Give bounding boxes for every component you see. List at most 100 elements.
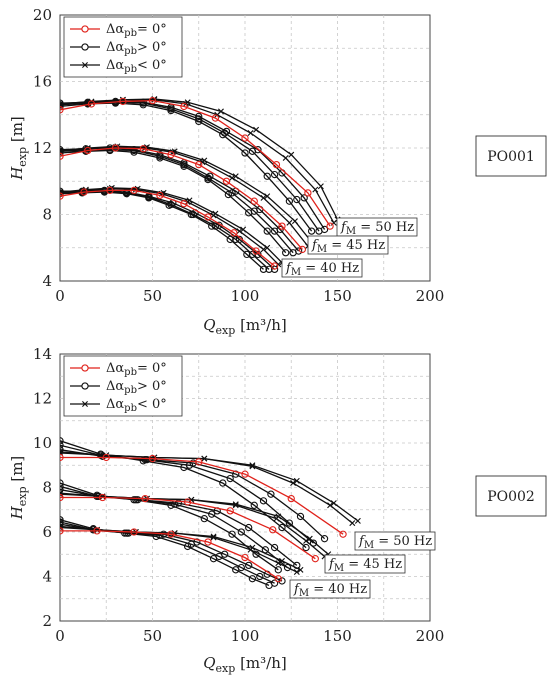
data-point	[339, 530, 347, 538]
data-point	[309, 539, 318, 547]
freq-label-box	[354, 531, 436, 551]
data-point	[275, 261, 282, 268]
data-point	[222, 177, 231, 185]
data-point	[171, 148, 178, 155]
data-point	[60, 527, 64, 535]
data-point	[248, 575, 257, 583]
x-tick-label: 0	[55, 287, 65, 305]
data-point	[93, 527, 101, 535]
series-line-40Hz-ref	[60, 189, 276, 267]
freq-label: fM = 45 Hz	[328, 557, 402, 574]
data-point	[60, 453, 64, 462]
data-point	[167, 150, 175, 159]
data-point	[193, 538, 201, 546]
legend: Δαpb= 0°Δαpb> 0°Δαpb< 0°	[63, 355, 183, 417]
data-point	[195, 112, 203, 121]
data-point	[275, 560, 282, 567]
data-point	[317, 183, 324, 190]
data-point	[220, 550, 229, 558]
data-point	[148, 96, 157, 105]
data-point	[327, 502, 334, 509]
legend-label: Δαpb= 0°	[106, 22, 167, 39]
data-point	[263, 172, 271, 180]
data-point	[60, 101, 63, 108]
y-tick-label: 8	[42, 479, 52, 497]
data-point	[60, 493, 64, 502]
data-point	[264, 244, 271, 251]
series-line-50Hz-ref	[60, 99, 331, 227]
legend-marker	[82, 62, 88, 68]
data-point	[130, 186, 138, 195]
legend-label: Δαpb> 0°	[106, 379, 167, 396]
y-tick-label: 4	[42, 568, 52, 586]
data-point	[141, 494, 149, 503]
data-point	[60, 147, 63, 154]
data-point	[204, 538, 212, 546]
freq-label-box	[324, 554, 406, 574]
data-point	[287, 494, 295, 503]
data-point	[274, 566, 282, 574]
series-line-45Hz-ref	[60, 147, 303, 250]
x-tick-label: 150	[323, 627, 352, 645]
data-point	[270, 265, 279, 274]
data-point	[102, 453, 110, 462]
data-point	[201, 455, 208, 462]
data-point	[219, 479, 227, 487]
x-tick-label: 150	[323, 287, 352, 305]
data-point	[111, 144, 120, 152]
series-line-50Hz-ref	[60, 456, 344, 535]
data-point	[267, 490, 275, 498]
data-point	[206, 172, 214, 180]
data-point	[274, 575, 282, 583]
data-point	[265, 265, 273, 274]
data-point	[200, 515, 208, 523]
data-point	[250, 501, 258, 509]
data-point	[87, 100, 96, 108]
data-point	[180, 200, 188, 208]
data-point	[160, 189, 167, 196]
legend-label: Δαpb= 0°	[106, 361, 167, 378]
data-point	[249, 462, 256, 469]
x-tick-label: 200	[416, 287, 445, 305]
series-line-40Hz-neg	[60, 187, 283, 264]
x-tick-label: 100	[231, 287, 260, 305]
data-point	[270, 579, 279, 587]
data-point	[60, 100, 63, 107]
data-point	[245, 561, 253, 570]
data-point	[326, 222, 334, 230]
data-point	[60, 516, 64, 524]
data-point	[60, 491, 63, 498]
data-point	[240, 226, 247, 233]
data-point	[263, 227, 271, 235]
panel-label-box	[475, 475, 547, 517]
data-point	[134, 496, 142, 504]
freq-label-box	[281, 258, 363, 278]
data-point	[60, 437, 64, 445]
data-point	[183, 498, 192, 506]
freq-label: fM = 40 Hz	[293, 582, 367, 599]
data-point	[60, 441, 64, 449]
data-point	[60, 152, 64, 160]
data-point	[222, 127, 231, 136]
data-point	[106, 186, 114, 195]
data-point	[241, 553, 249, 562]
y-tick-label: 16	[33, 73, 52, 91]
data-point	[60, 518, 64, 526]
data-point	[297, 566, 304, 573]
series-line-45Hz-ref	[60, 496, 316, 560]
x-tick-label: 200	[416, 627, 445, 645]
panel-label: PO001	[487, 149, 535, 165]
y-tick-label: 20	[33, 6, 52, 24]
data-point	[167, 200, 175, 209]
data-point	[84, 146, 92, 155]
data-point	[226, 507, 234, 515]
data-point	[226, 474, 234, 483]
data-point	[278, 523, 286, 532]
y-tick-label: 12	[33, 139, 52, 157]
data-point	[270, 543, 279, 552]
legend-label: Δαpb< 0°	[106, 397, 167, 414]
data-point	[282, 154, 289, 161]
data-point	[60, 192, 64, 200]
legend-marker	[81, 43, 89, 51]
